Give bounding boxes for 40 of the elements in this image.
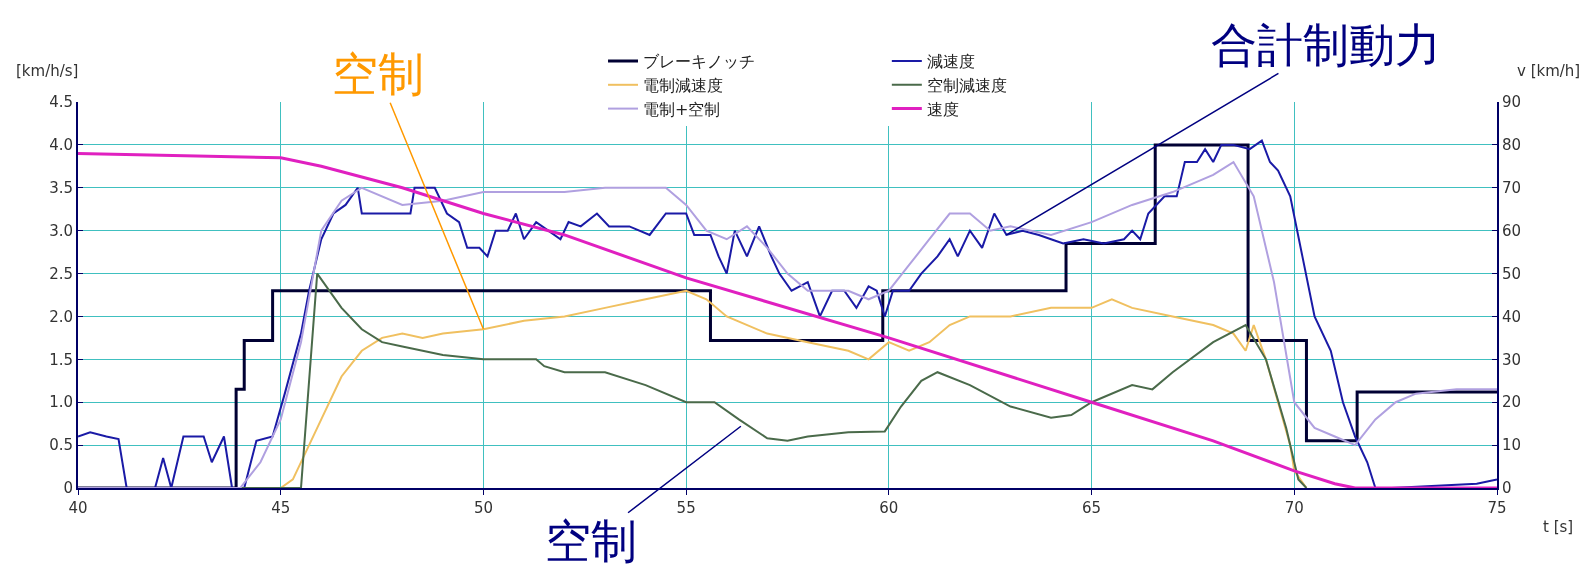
y-tick-label: 4.0	[49, 136, 73, 155]
x-tick-label: 40	[68, 499, 88, 517]
y-tick-label: 2.5	[49, 264, 73, 283]
y-tick-label: 0.5	[49, 436, 73, 455]
y2-tick-label: 20	[1502, 393, 1522, 412]
legend-label: ブレーキノッチ	[643, 52, 756, 72]
x-tick-label: 55	[676, 499, 696, 517]
y2-tick-label: 10	[1502, 436, 1522, 455]
x-tick-label: 50	[473, 499, 493, 517]
y2-tick-label: 50	[1502, 264, 1522, 283]
legend-label: 電制+空制	[643, 99, 721, 119]
y2-tick-label: 30	[1502, 350, 1522, 369]
legend-label: 電制減速度	[643, 76, 724, 96]
y2-axis-title: v [km/h]	[1517, 62, 1581, 80]
annotation: 空制	[332, 47, 424, 101]
x-tick-label: 70	[1284, 499, 1304, 517]
x-axis-title: t [s]	[1543, 518, 1574, 536]
annotation: 空制	[545, 514, 637, 568]
y-tick-label: 2.0	[49, 307, 73, 326]
legend-label: 空制減速度	[926, 76, 1007, 96]
y-tick-label: 3.0	[49, 221, 73, 240]
y2-tick-label: 90	[1502, 93, 1522, 112]
legend-label: 速度	[926, 99, 959, 119]
x-tick-label: 75	[1487, 499, 1507, 517]
y-tick-label: 4.5	[49, 93, 73, 112]
y2-tick-label: 60	[1502, 221, 1522, 240]
x-tick-label: 45	[271, 499, 291, 517]
annotation: 合計制動力	[1211, 18, 1441, 72]
y-tick-label: 1.5	[49, 350, 73, 369]
y-tick-label: 0	[63, 479, 73, 498]
y2-tick-label: 40	[1502, 307, 1522, 326]
y-tick-label: 1.0	[49, 393, 73, 412]
legend-label: 減速度	[926, 52, 975, 72]
y2-tick-label: 70	[1502, 179, 1522, 198]
x-tick-label: 65	[1082, 499, 1102, 517]
x-tick-label: 60	[879, 499, 899, 517]
y2-tick-label: 0	[1502, 479, 1512, 498]
y-axis-title: [km/h/s]	[16, 62, 79, 80]
y2-tick-label: 80	[1502, 136, 1522, 155]
y-tick-label: 3.5	[49, 179, 73, 198]
